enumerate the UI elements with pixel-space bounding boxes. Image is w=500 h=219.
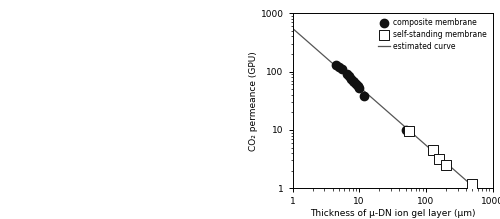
estimated curve [471, 186, 477, 188]
self-standing membrane [436, 157, 444, 161]
self-standing membrane [442, 163, 450, 167]
self-standing membrane [430, 148, 438, 152]
self-standing membrane [468, 182, 476, 185]
composite membrane [332, 63, 340, 67]
composite membrane [350, 81, 358, 84]
composite membrane [345, 74, 353, 77]
estimated curve [412, 134, 418, 137]
estimated curve [408, 131, 414, 134]
X-axis label: Thickness of μ-DN ion gel layer (μm): Thickness of μ-DN ion gel layer (μm) [310, 209, 475, 218]
self-standing membrane [404, 129, 412, 133]
composite membrane [347, 77, 355, 81]
estimated curve [290, 28, 296, 30]
estimated curve [290, 27, 296, 30]
composite membrane [338, 67, 346, 71]
estimated curve [408, 131, 414, 133]
composite membrane [352, 83, 360, 86]
composite membrane [402, 128, 410, 132]
composite membrane [360, 94, 368, 98]
composite membrane [342, 72, 350, 76]
Legend: composite membrane, self-standing membrane, estimated curve: composite membrane, self-standing membra… [376, 17, 488, 52]
composite membrane [430, 148, 438, 152]
composite membrane [348, 79, 356, 82]
composite membrane [355, 86, 363, 90]
estimated curve [458, 175, 464, 177]
composite membrane [354, 84, 362, 88]
estimated curve [490, 202, 496, 205]
composite membrane [335, 65, 343, 69]
Y-axis label: CO₂ permeance (GPU): CO₂ permeance (GPU) [248, 51, 258, 151]
Line: estimated curve: estimated curve [292, 28, 492, 203]
